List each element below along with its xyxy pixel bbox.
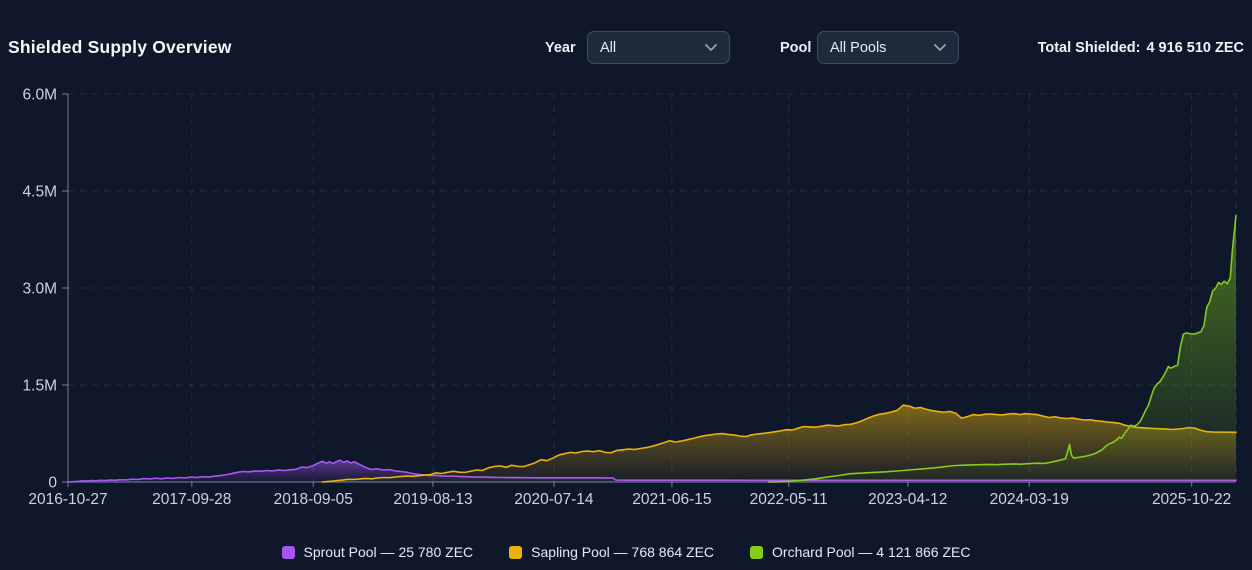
svg-text:6.0M: 6.0M [23, 87, 57, 104]
sapling-swatch [509, 545, 523, 559]
legend-item-orchard[interactable]: Orchard Pool — 4 121 866 ZEC [750, 544, 970, 560]
chevron-down-icon [705, 44, 717, 51]
svg-text:3.0M: 3.0M [23, 281, 57, 298]
legend-label-sprout: Sprout Pool — 25 780 ZEC [303, 544, 474, 560]
page-title: Shielded Supply Overview [8, 37, 232, 57]
svg-text:2025-10-22: 2025-10-22 [1152, 491, 1231, 508]
svg-text:2022-05-11: 2022-05-11 [750, 491, 828, 508]
svg-text:2021-06-15: 2021-06-15 [632, 491, 711, 508]
year-select-value: All [600, 39, 617, 56]
svg-text:2016-10-27: 2016-10-27 [28, 491, 107, 508]
svg-text:2019-08-13: 2019-08-13 [393, 491, 472, 508]
svg-text:2017-09-28: 2017-09-28 [152, 491, 231, 508]
svg-text:1.5M: 1.5M [23, 378, 57, 395]
svg-text:2024-03-19: 2024-03-19 [990, 491, 1069, 508]
svg-text:4.5M: 4.5M [23, 184, 57, 201]
svg-text:2023-04-12: 2023-04-12 [868, 491, 947, 508]
pool-select[interactable]: All Pools [817, 31, 959, 64]
year-filter-label: Year [545, 40, 576, 56]
year-select[interactable]: All [587, 31, 730, 64]
legend-label-sapling: Sapling Pool — 768 864 ZEC [531, 544, 715, 560]
legend-item-sprout[interactable]: Sprout Pool — 25 780 ZEC [281, 544, 474, 560]
chevron-down-icon [934, 44, 946, 51]
svg-text:0: 0 [48, 475, 57, 492]
pool-select-value: All Pools [830, 39, 887, 56]
chart-legend: Sprout Pool — 25 780 ZEC Sapling Pool — … [0, 544, 1252, 560]
svg-text:2018-09-05: 2018-09-05 [274, 491, 353, 508]
total-shielded: Total Shielded: 4 916 510 ZEC [1038, 40, 1244, 56]
svg-text:2020-07-14: 2020-07-14 [514, 491, 594, 508]
sprout-swatch [281, 545, 295, 559]
chart-plot-area[interactable] [68, 94, 1236, 482]
legend-label-orchard: Orchard Pool — 4 121 866 ZEC [772, 544, 971, 560]
pool-filter-label: Pool [780, 40, 812, 56]
total-shielded-value: 4 916 510 ZEC [1146, 40, 1244, 56]
total-shielded-label: Total Shielded: [1037, 40, 1141, 56]
orchard-swatch [750, 545, 764, 559]
legend-item-sapling[interactable]: Sapling Pool — 768 864 ZEC [509, 544, 714, 560]
